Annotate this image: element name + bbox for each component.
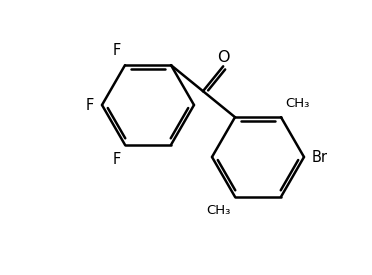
Text: F: F — [113, 43, 121, 58]
Text: CH₃: CH₃ — [206, 204, 231, 217]
Text: Br: Br — [312, 150, 328, 164]
Text: F: F — [86, 98, 94, 112]
Text: F: F — [113, 152, 121, 167]
Text: CH₃: CH₃ — [285, 97, 310, 110]
Text: O: O — [217, 50, 230, 65]
